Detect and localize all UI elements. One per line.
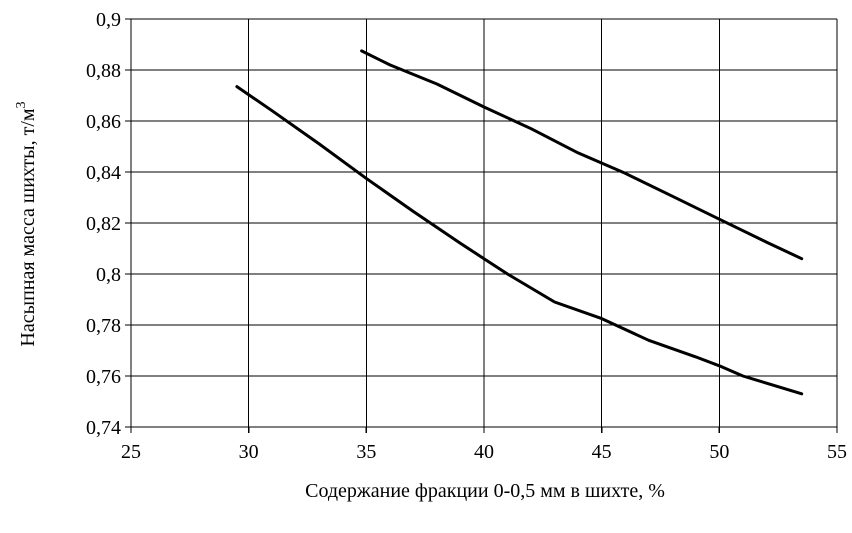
y-tick-label-4: 0,82 (86, 213, 121, 235)
tick-labels: 0,74 0,76 0,78 0,8 0,82 0,84 0,86 0,88 0,9 25 30 35… (86, 9, 847, 463)
y-axis-title-text: Насыпная масса шихты, т/м (17, 108, 39, 346)
y-tick-label-1: 0,76 (86, 366, 121, 388)
x-axis-title: Содержание фракции 0-0,5 мм в шихте, % (305, 480, 665, 502)
x-tick-label-6: 55 (827, 441, 847, 463)
y-tick-label-5: 0,84 (86, 162, 121, 184)
x-tick-label-5: 50 (709, 441, 729, 463)
series-layer (235, 49, 804, 396)
x-tick-label-2: 35 (356, 441, 376, 463)
y-axis-title-superscript: 3 (14, 101, 29, 108)
y-tick-label-3: 0,8 (96, 264, 121, 286)
y-tick-label-0: 0,74 (86, 417, 121, 439)
x-tick-label-3: 40 (474, 441, 494, 463)
grid-layer (130, 18, 838, 428)
x-tick-label-0: 25 (121, 441, 141, 463)
axis-layer (125, 18, 838, 433)
series-line-2 (360, 49, 804, 261)
y-tick-label-7: 0,88 (86, 60, 121, 82)
y-tick-label-2: 0,78 (86, 315, 121, 337)
series-line-1 (235, 85, 804, 396)
x-tick-label-4: 45 (592, 441, 612, 463)
y-axis-title: Насыпная масса шихты, т/м3 (14, 101, 39, 346)
y-tick-label-6: 0,86 (86, 111, 121, 133)
x-tick-label-1: 30 (239, 441, 259, 463)
y-tick-label-8: 0,9 (96, 9, 121, 31)
